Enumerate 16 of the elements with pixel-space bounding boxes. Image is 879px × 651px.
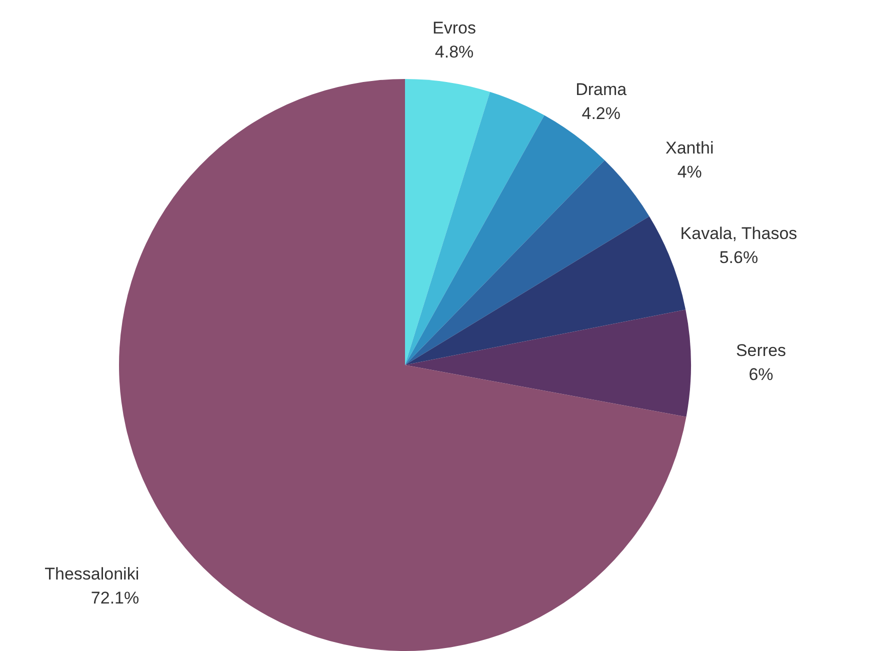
pie-slice	[405, 92, 544, 365]
slice-label: Thessaloniki	[44, 564, 140, 584]
data-label: 4%	[677, 163, 702, 182]
slice-label: Kavala, Thasos	[680, 224, 798, 244]
data-label: 5.6%	[719, 248, 758, 268]
slice-label: Xanthi	[666, 139, 714, 158]
data-label: 4.2%	[582, 104, 620, 124]
data-label: 6%	[748, 365, 774, 384]
pie-slice	[405, 310, 691, 417]
slice-label: Serres	[736, 341, 786, 360]
data-label: 4.8%	[434, 43, 474, 62]
slice-label: Drama	[576, 80, 628, 100]
pie-slice	[405, 160, 650, 365]
pie-slice	[405, 79, 490, 365]
slice-label: Evros	[432, 19, 476, 38]
data-label: 72.1%	[90, 588, 140, 608]
